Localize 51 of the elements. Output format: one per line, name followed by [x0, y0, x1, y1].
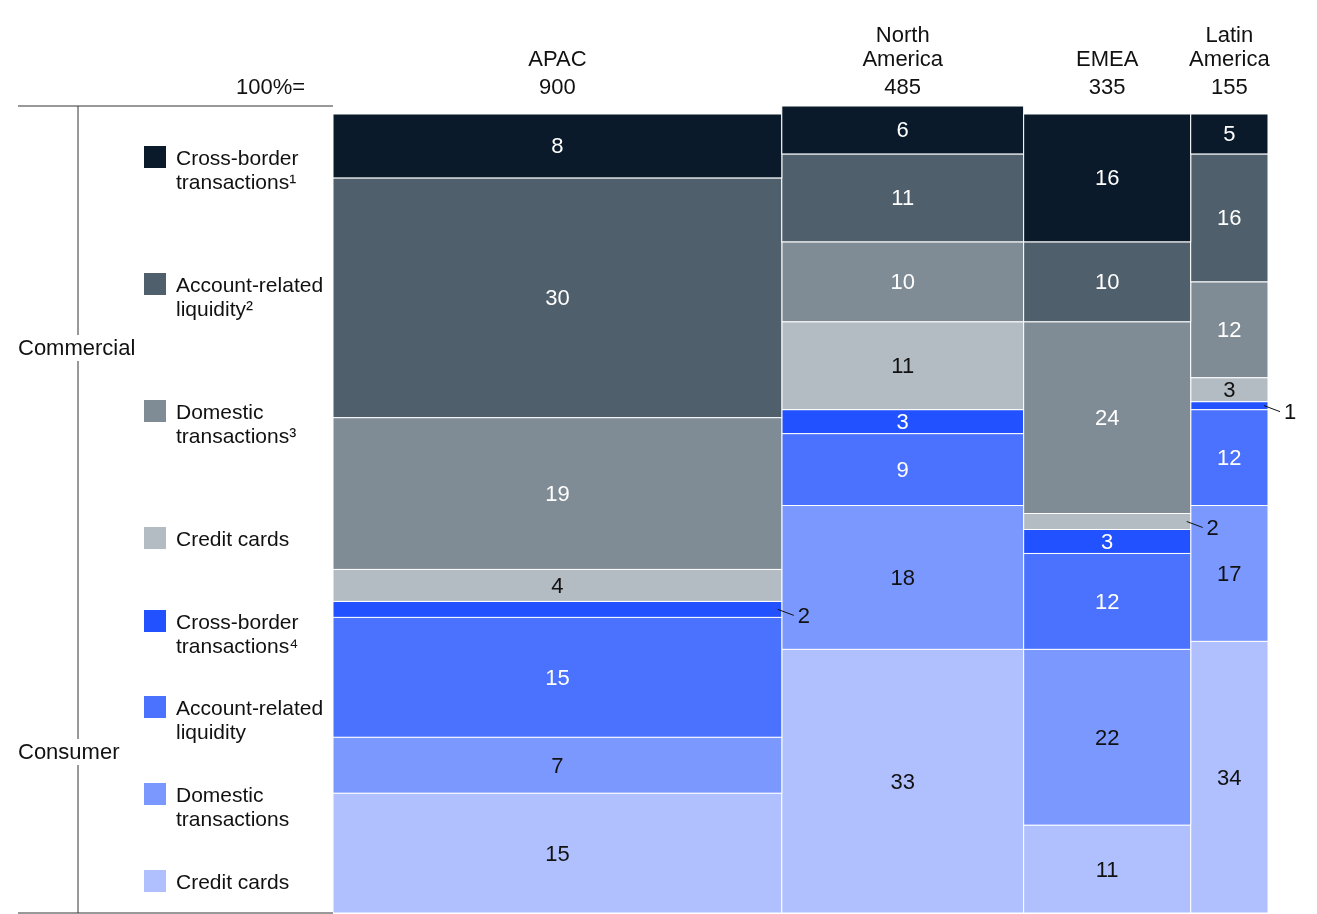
data-label: 15	[545, 840, 570, 866]
text: 335	[1088, 74, 1126, 99]
data-label: 2	[1206, 514, 1219, 540]
data-label: 12	[1217, 445, 1242, 471]
data-label: 11	[1095, 856, 1119, 882]
data-label: 22	[1094, 724, 1120, 750]
data-label: 4	[551, 572, 564, 598]
data-label: 11	[891, 185, 915, 211]
data-label: 11	[891, 353, 915, 379]
x-tick-label: EMEA	[1076, 46, 1139, 71]
data-label: 15	[545, 664, 570, 690]
text: Consumer	[14, 738, 144, 765]
data-label: 3	[1223, 377, 1236, 403]
legend-label: Domestic transactions	[176, 782, 291, 831]
x-tick-label: APAC	[528, 46, 587, 71]
data-label: 10	[890, 269, 915, 295]
data-label: 3	[896, 409, 909, 435]
data-label: 1	[1283, 399, 1297, 425]
data-label: 34	[1217, 764, 1242, 790]
data-label: 3	[1101, 528, 1114, 554]
data-label: 16	[1217, 205, 1242, 231]
data-label: 18	[890, 564, 915, 590]
data-label: 30	[545, 285, 570, 311]
data-label: 6	[896, 117, 909, 143]
text: 900	[539, 74, 576, 99]
legend-label: Domestic transactions³	[176, 399, 298, 448]
text: Credit cards	[176, 869, 290, 894]
text: 155	[1210, 74, 1248, 99]
data-label: 17	[1217, 560, 1242, 586]
legend-label: Cross-border transactions¹	[176, 145, 300, 194]
data-label: 9	[896, 457, 909, 483]
text: Commercial	[14, 335, 144, 362]
data-label: 5	[1223, 121, 1236, 147]
data-label: 8	[551, 133, 564, 159]
data-label: 16	[1094, 165, 1120, 191]
text: 100%=	[236, 74, 306, 100]
data-label: 33	[890, 768, 915, 794]
data-label: 19	[545, 481, 570, 507]
legend-label: Account-related liquidity	[176, 696, 324, 745]
data-label: 12	[1217, 317, 1242, 343]
legend-label: Credit cards	[176, 526, 290, 551]
data-label: 10	[1094, 269, 1120, 295]
data-label: 12	[1094, 588, 1120, 614]
x-tick-label: Latin America	[1189, 22, 1271, 71]
x-tick-label: North America	[862, 22, 944, 71]
data-label: 7	[551, 752, 564, 778]
legend-label: Cross-border transactions⁴	[176, 609, 300, 658]
data-label: 2	[797, 602, 810, 628]
data-label: 24	[1094, 405, 1120, 431]
legend-label: Account-related liquidity²	[176, 272, 324, 321]
text: 485	[884, 74, 922, 99]
